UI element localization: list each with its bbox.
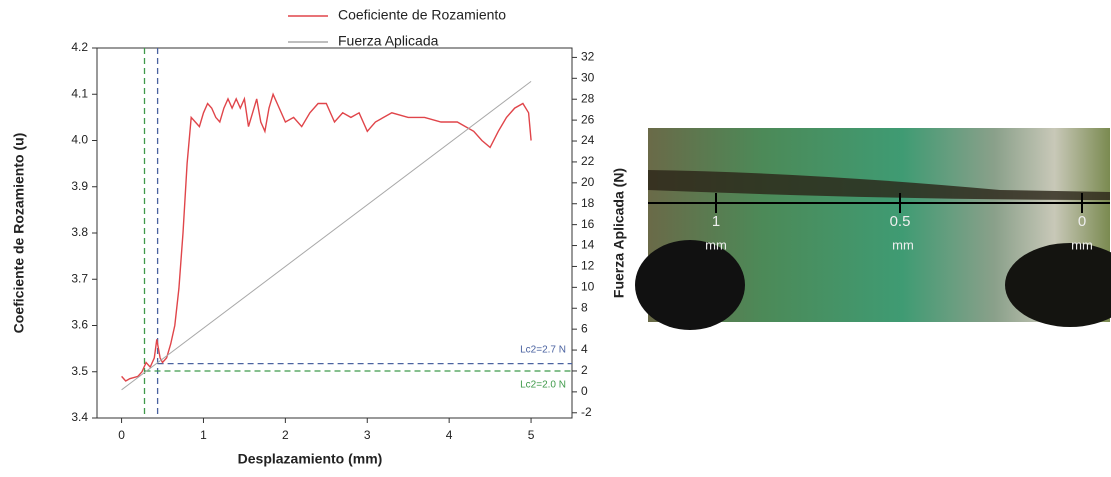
legend-label: Coeficiente de Rozamiento	[338, 7, 506, 23]
scale-unit: mm	[1071, 237, 1093, 252]
legend-label: Fuerza Aplicada	[338, 33, 439, 49]
y2-tick-label: 18	[581, 196, 595, 210]
y2-tick-label: 2	[581, 363, 588, 377]
y2-tick-label: 28	[581, 91, 595, 105]
y2-tick-label: 12	[581, 259, 595, 273]
page: Desplazamiento (mm) Coeficiente de Rozam…	[0, 0, 1111, 472]
y2-tick-label: 26	[581, 112, 595, 126]
x-axis-title: Desplazamiento (mm)	[238, 451, 383, 467]
plot-frame	[97, 48, 572, 418]
plot: Desplazamiento (mm) Coeficiente de Rozam…	[11, 48, 627, 467]
x-tick-label: 2	[282, 428, 289, 442]
y-tick-label: 3.4	[71, 410, 88, 424]
y-tick-label: 3.7	[71, 271, 88, 285]
x-tick-label: 0	[118, 428, 125, 442]
y2-tick-label: 14	[581, 238, 595, 252]
scale-unit: mm	[892, 237, 914, 252]
x-tick-label: 5	[528, 428, 535, 442]
micrograph	[635, 128, 1111, 330]
y-tick-label: 4.2	[71, 40, 88, 54]
annotation-label: Lc2=2.0 N	[520, 380, 566, 391]
y2-tick-label: 4	[581, 342, 588, 356]
scale-label: 1	[712, 213, 720, 230]
x-tick-label: 4	[446, 428, 453, 442]
y2-tick-label: 22	[581, 154, 595, 168]
y-tick-label: 3.8	[71, 225, 88, 239]
y-tick-label: 4.0	[71, 133, 88, 147]
scale-label: 0.5	[890, 213, 911, 230]
x-tick-label: 1	[200, 428, 207, 442]
y-tick-label: 3.6	[71, 318, 88, 332]
scale-label: 0	[1078, 213, 1086, 230]
y2-tick-label: 0	[581, 384, 588, 398]
chart: Desplazamiento (mm) Coeficiente de Rozam…	[0, 0, 1111, 472]
y2-tick-label: 24	[581, 133, 595, 147]
y2-tick-label: -2	[581, 405, 592, 419]
y2-tick-label: 10	[581, 280, 595, 294]
x-tick-label: 3	[364, 428, 371, 442]
y2-tick-label: 30	[581, 70, 595, 84]
y2-tick-label: 16	[581, 217, 595, 231]
scale-unit: mm	[705, 237, 727, 252]
annotation-label: Lc2=2.7 N	[520, 344, 566, 355]
y-tick-label: 3.9	[71, 179, 88, 193]
series-line	[122, 94, 531, 381]
y-axis-title: Coeficiente de Rozamiento (u)	[11, 133, 27, 334]
y2-tick-label: 6	[581, 321, 588, 335]
y-tick-label: 4.1	[71, 86, 88, 100]
y2-tick-label: 8	[581, 300, 588, 314]
y2-axis-title: Fuerza Aplicada (N)	[611, 168, 627, 298]
y2-tick-label: 32	[581, 50, 595, 64]
dark-region	[635, 240, 745, 330]
y2-tick-label: 20	[581, 175, 595, 189]
y-tick-label: 3.5	[71, 364, 88, 378]
